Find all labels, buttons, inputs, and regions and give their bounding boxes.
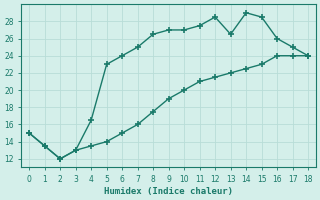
X-axis label: Humidex (Indice chaleur): Humidex (Indice chaleur) xyxy=(104,187,233,196)
